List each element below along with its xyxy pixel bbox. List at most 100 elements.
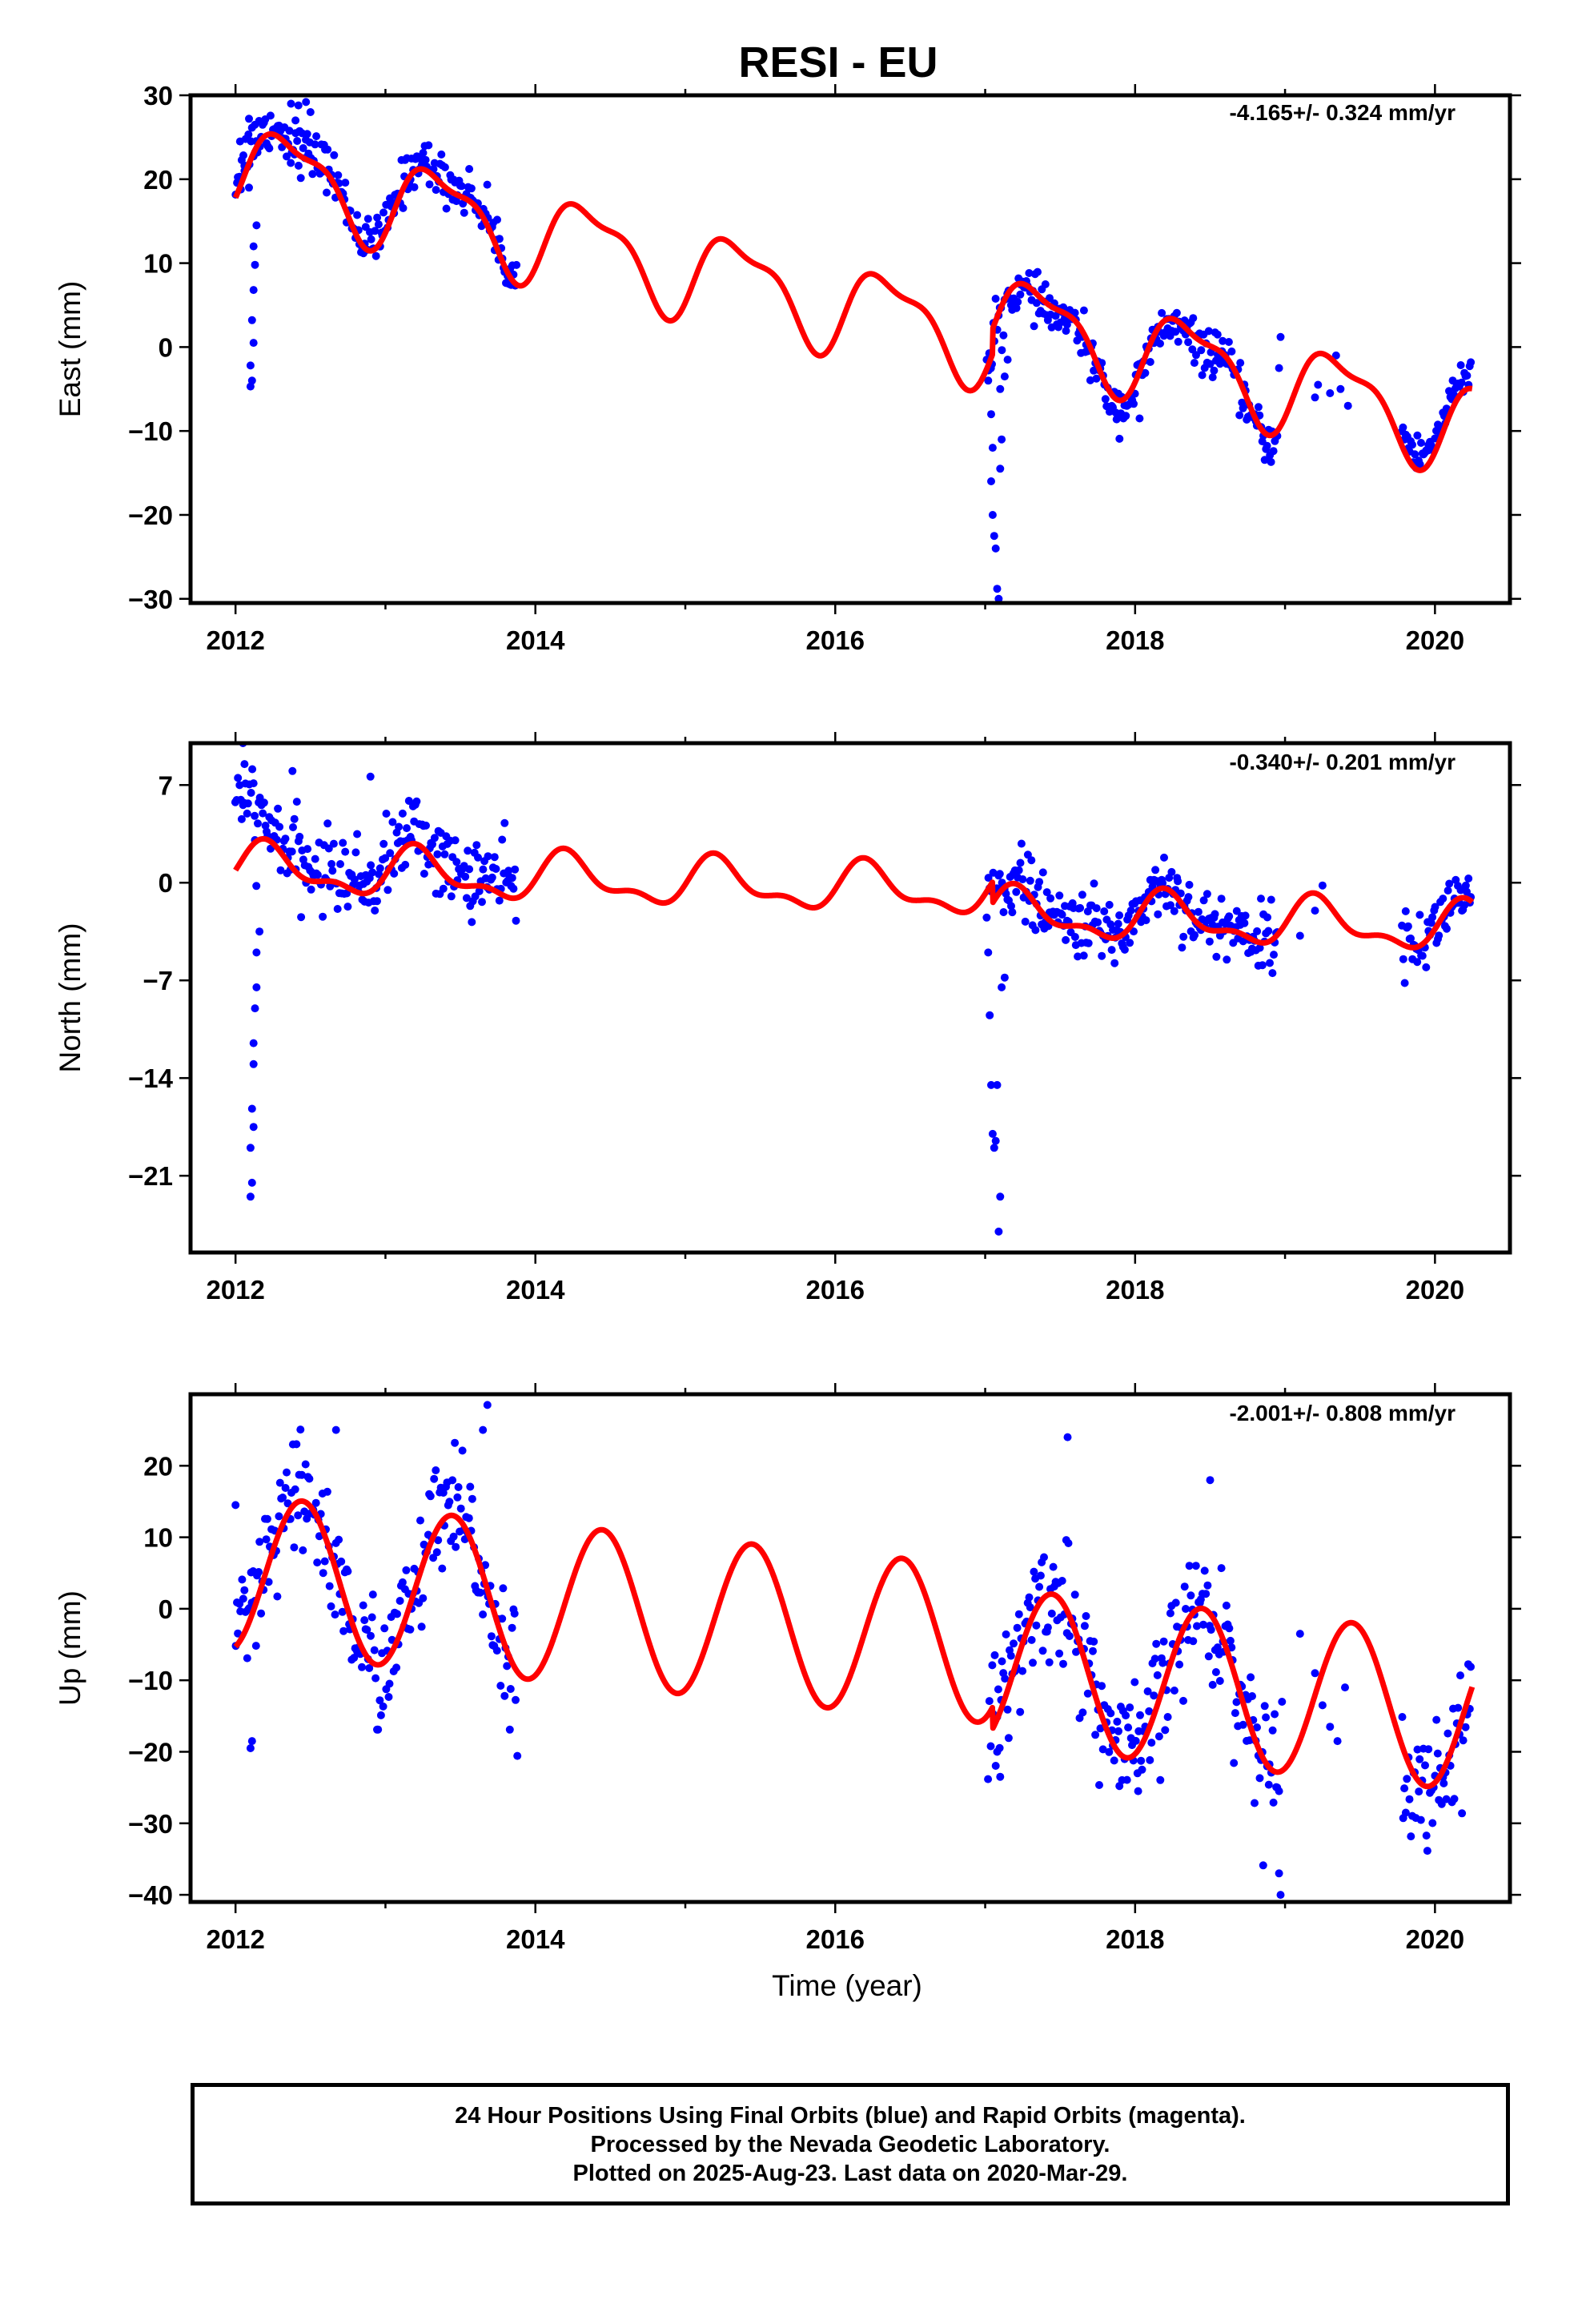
up-data-point	[432, 1548, 441, 1557]
up-data-point	[1065, 1632, 1074, 1640]
north-data-point	[1464, 875, 1473, 883]
east-data-point	[452, 197, 461, 206]
east-data-point	[1046, 294, 1054, 303]
up-data-point	[1225, 1624, 1234, 1633]
east-data-point	[353, 211, 362, 219]
north-data-point	[327, 859, 336, 868]
north-data-point	[1203, 890, 1211, 899]
north-data-point	[382, 810, 391, 818]
east-data-point	[249, 339, 258, 348]
up-data-point	[998, 1657, 1006, 1666]
east-data-point	[266, 111, 275, 120]
east-data-point	[421, 155, 430, 164]
up-data-point	[1156, 1775, 1165, 1784]
north-data-point	[1027, 856, 1036, 865]
north-data-point	[1253, 927, 1262, 935]
up-data-point	[234, 1629, 243, 1638]
up-data-point	[1064, 1539, 1073, 1547]
north-data-point	[1431, 903, 1439, 911]
up-data-point	[1131, 1736, 1140, 1745]
east-data-point	[1269, 447, 1278, 456]
east-data-point	[1227, 347, 1236, 356]
up-data-point	[1163, 1713, 1172, 1721]
east-data-point	[1415, 460, 1424, 468]
up-data-point	[492, 1647, 501, 1655]
north-data-point	[1179, 932, 1188, 941]
north-data-point	[290, 814, 299, 823]
north-data-point	[311, 854, 319, 863]
up-data-point	[1222, 1601, 1231, 1610]
north-ticks	[179, 732, 1521, 1264]
north-data-point	[1078, 891, 1086, 899]
east-data-point	[1463, 372, 1472, 380]
east-data-point	[1213, 330, 1222, 339]
north-data-point	[478, 898, 486, 907]
up-data-point	[1213, 1643, 1222, 1652]
up-data-point	[1058, 1577, 1066, 1585]
up-data-point	[453, 1493, 462, 1502]
up-data-point	[990, 1651, 999, 1659]
up-data-point	[376, 1711, 385, 1719]
north-data-point	[994, 1227, 1003, 1236]
up-data-point	[1122, 1711, 1130, 1720]
time-axis-label: Time (year)	[772, 1969, 922, 2002]
up-data-point	[434, 1536, 443, 1545]
up-data-point	[993, 1747, 1002, 1756]
footer-line-2: Processed by the Nevada Geodetic Laborat…	[590, 2131, 1110, 2157]
east-data-point	[1198, 371, 1207, 380]
up-data-point	[430, 1474, 439, 1483]
east-data-point	[1034, 267, 1042, 276]
east-panel: 2012 2014 2016 2018 2020 −30 −20 −10 0 10 20 30 East…	[54, 81, 1521, 655]
north-data-point	[465, 865, 474, 874]
up-data-point	[1415, 1755, 1424, 1763]
up-panel: 2012 2014 2016 2018 2020 −40 −30 −20 −10 0 10 20 Up …	[54, 1383, 1521, 2002]
north-data-point	[252, 948, 261, 957]
up-data-point	[1026, 1603, 1034, 1612]
north-data-point	[998, 983, 1006, 991]
east-data-point	[493, 215, 501, 224]
up-data-point	[1199, 1620, 1207, 1629]
up-data-point	[1206, 1476, 1215, 1485]
north-data-point	[336, 860, 344, 868]
north-data-point	[1407, 934, 1415, 943]
footer-line-1: 24 Hour Positions Using Final Orbits (bl…	[455, 2102, 1246, 2129]
east-data-point	[991, 295, 1000, 303]
up-data-point	[1398, 1713, 1407, 1721]
up-data-point	[1264, 1780, 1273, 1789]
east-data-point	[249, 242, 258, 251]
up-data-point	[1001, 1675, 1010, 1683]
north-data-point	[275, 822, 284, 831]
up-data-point	[1251, 1799, 1259, 1807]
up-data-point	[1193, 1622, 1201, 1630]
up-data-point	[1208, 1680, 1217, 1689]
up-data-point	[1146, 1755, 1154, 1764]
east-x-tick-label: 2014	[506, 625, 565, 655]
north-data-point	[1184, 893, 1193, 902]
up-data-point	[513, 1751, 522, 1760]
north-data-point	[1098, 951, 1106, 960]
up-data-point	[1010, 1639, 1018, 1648]
north-data-point	[1439, 895, 1447, 903]
east-x-tick-label: 2016	[806, 625, 865, 655]
up-data-point	[325, 1582, 334, 1590]
up-data-point	[448, 1476, 457, 1485]
east-data-point	[1331, 351, 1340, 360]
east-data-point	[1146, 358, 1154, 366]
up-data-point	[313, 1558, 322, 1567]
east-model-line	[232, 131, 1475, 473]
north-data-point	[255, 927, 264, 936]
up-data-point	[1153, 1671, 1162, 1679]
up-data-point	[290, 1543, 299, 1552]
up-data-point	[1030, 1567, 1038, 1576]
up-data-point	[1211, 1668, 1220, 1676]
east-data-point	[312, 132, 321, 141]
east-y-tick-label: 30	[143, 81, 173, 111]
east-data-point	[1122, 412, 1130, 420]
up-y-tick-label: −10	[128, 1666, 173, 1695]
up-data-point	[1247, 1673, 1255, 1682]
up-data-point	[1038, 1647, 1047, 1655]
up-plot-frame	[188, 1392, 1512, 1904]
east-data-point	[287, 159, 295, 167]
north-data-point	[295, 832, 304, 841]
up-data-point	[1147, 1739, 1156, 1747]
